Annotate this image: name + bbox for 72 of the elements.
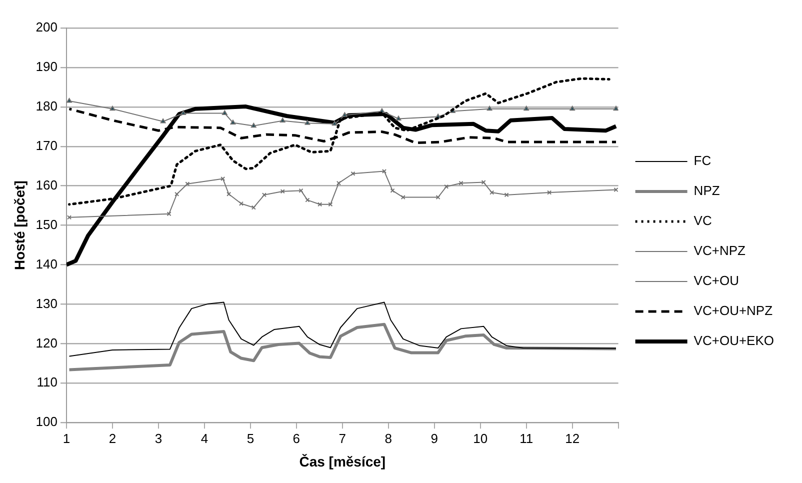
point [185, 182, 190, 186]
point [180, 110, 186, 115]
point [328, 202, 333, 207]
point [570, 106, 575, 111]
y-tick-label: 190 [36, 59, 58, 74]
point [400, 195, 406, 200]
point [262, 192, 266, 198]
y-tick-label: 170 [36, 138, 58, 153]
point [298, 188, 304, 193]
y-tick-label: 140 [36, 256, 58, 272]
y-tick-label: 130 [36, 296, 58, 311]
x-tick-label: 9 [430, 430, 438, 446]
point [166, 212, 172, 216]
y-tick-label: 200 [36, 20, 58, 35]
legend-label: VC+OU [694, 273, 739, 288]
x-tick-label: 3 [154, 430, 162, 446]
x-axis-title: Čas [měsíce] [299, 453, 386, 470]
point [490, 190, 494, 195]
point [280, 189, 285, 194]
point [110, 106, 116, 111]
point [238, 201, 244, 206]
point [342, 112, 348, 117]
point [222, 110, 228, 115]
y-axis-title: Hosté [počet] [11, 180, 28, 270]
legend-label: VC+OU+EKO [694, 333, 774, 348]
point [230, 120, 236, 124]
point [444, 184, 449, 189]
x-tick-label: 11 [520, 430, 534, 446]
point [481, 180, 486, 185]
x-tick-label: 12 [565, 430, 580, 446]
x-tick-label: 4 [200, 430, 208, 446]
legend-label: FC [694, 153, 712, 168]
x-tick-label: 6 [292, 430, 300, 446]
x-tick-label: 2 [108, 430, 116, 446]
legend-label: NPZ [694, 183, 720, 198]
point [524, 106, 529, 111]
point [396, 116, 402, 121]
point [220, 176, 226, 182]
x-tick-label: 10 [473, 430, 488, 446]
y-tick-label: 180 [36, 98, 58, 114]
point [336, 180, 341, 186]
point [613, 106, 618, 111]
y-tick-label: 160 [36, 177, 58, 192]
point [547, 190, 552, 195]
point [332, 120, 338, 126]
point [390, 188, 395, 193]
point [280, 118, 286, 122]
x-tick-label: 8 [384, 430, 392, 446]
legend-label: VC+OU+NPZ [694, 303, 773, 318]
point [350, 171, 356, 176]
point [250, 122, 256, 128]
point [458, 180, 464, 186]
point [160, 118, 166, 124]
point [504, 192, 509, 198]
y-tick-label: 120 [36, 335, 58, 350]
y-tick-label: 110 [36, 374, 58, 390]
point [226, 192, 232, 196]
x-tick-label: 7 [338, 430, 346, 446]
point [305, 198, 310, 202]
y-tick-label: 150 [36, 216, 58, 232]
point [436, 195, 440, 200]
x-tick-label: 1 [62, 430, 70, 446]
x-tick-label: 5 [246, 430, 254, 446]
point [304, 120, 310, 125]
y-tick-label: 100 [36, 414, 58, 430]
legend-label: VC+NPZ [694, 243, 746, 258]
point [174, 192, 180, 196]
point [382, 168, 387, 174]
point [318, 202, 322, 207]
point [251, 205, 256, 210]
legend-label: VC [694, 213, 712, 228]
point [486, 106, 492, 111]
